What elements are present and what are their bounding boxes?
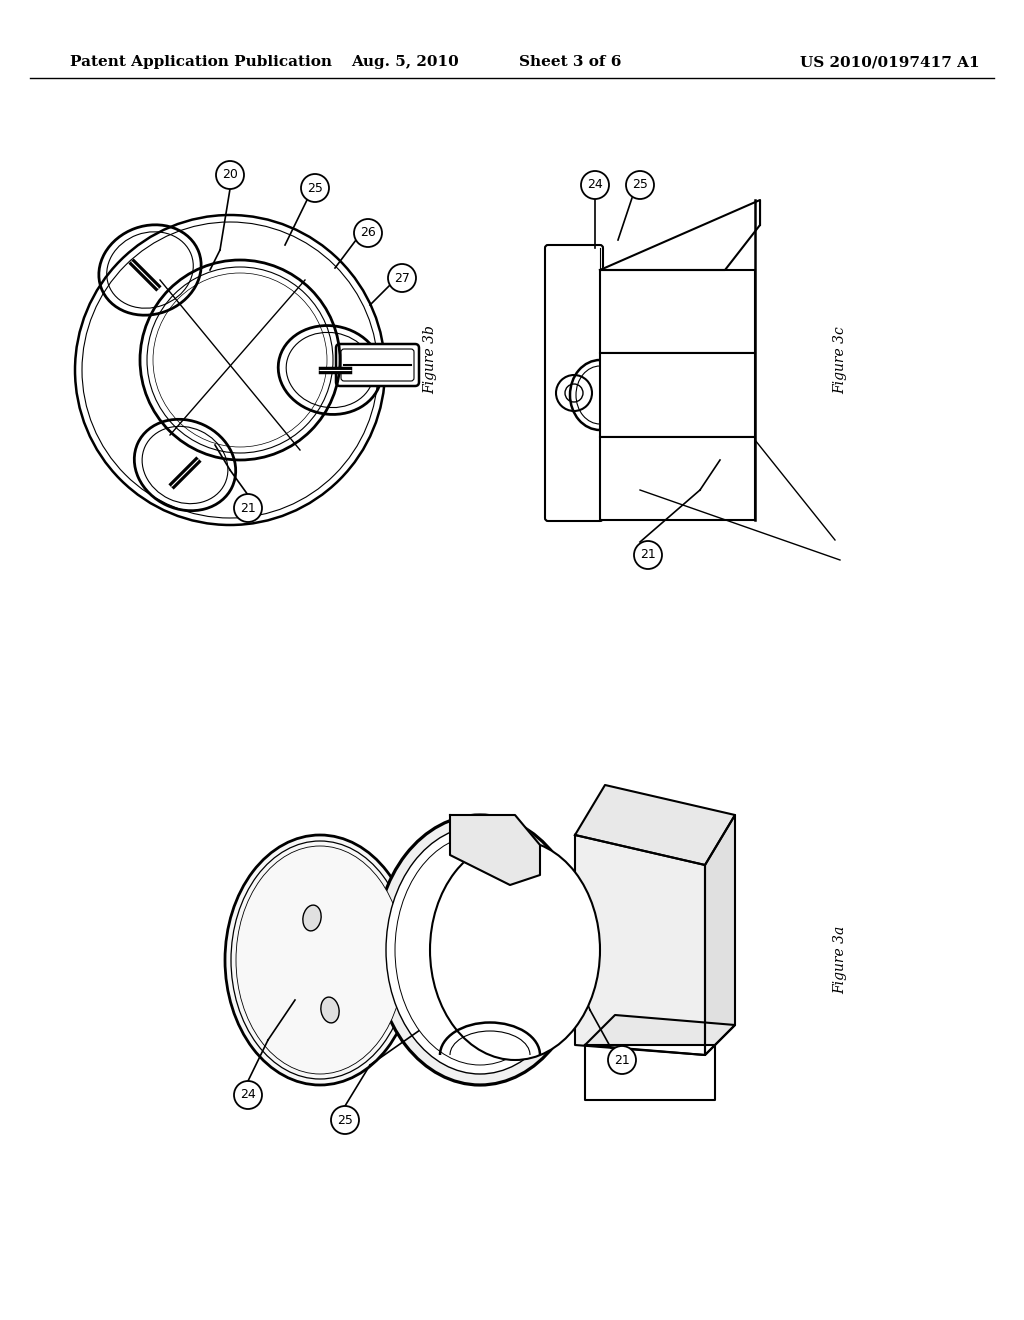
Polygon shape: [585, 1045, 715, 1100]
Text: Aug. 5, 2010: Aug. 5, 2010: [351, 55, 459, 69]
Bar: [600, 354, 755, 437]
Polygon shape: [600, 201, 760, 271]
Ellipse shape: [321, 997, 339, 1023]
Text: Figure 3b: Figure 3b: [423, 326, 437, 395]
Ellipse shape: [225, 836, 415, 1085]
Circle shape: [234, 1081, 262, 1109]
FancyBboxPatch shape: [545, 246, 603, 521]
Ellipse shape: [236, 846, 404, 1074]
Ellipse shape: [375, 814, 585, 1085]
Ellipse shape: [395, 836, 565, 1065]
Text: 26: 26: [360, 227, 376, 239]
Polygon shape: [450, 814, 540, 884]
Circle shape: [608, 1045, 636, 1074]
Text: 24: 24: [587, 178, 603, 191]
Text: Sheet 3 of 6: Sheet 3 of 6: [519, 55, 622, 69]
Text: 20: 20: [222, 169, 238, 181]
Circle shape: [634, 541, 662, 569]
Circle shape: [581, 172, 609, 199]
Ellipse shape: [386, 826, 574, 1074]
Circle shape: [301, 174, 329, 202]
Text: Figure 3a: Figure 3a: [833, 925, 847, 994]
Circle shape: [331, 1106, 359, 1134]
Ellipse shape: [303, 906, 322, 931]
Text: Patent Application Publication: Patent Application Publication: [70, 55, 332, 69]
Polygon shape: [705, 814, 735, 1055]
Text: 27: 27: [394, 272, 410, 285]
Text: 25: 25: [632, 178, 648, 191]
Text: 24: 24: [240, 1089, 256, 1101]
Circle shape: [388, 264, 416, 292]
Ellipse shape: [430, 840, 600, 1060]
Text: 25: 25: [337, 1114, 353, 1126]
Circle shape: [556, 375, 592, 411]
FancyBboxPatch shape: [336, 345, 419, 385]
Text: 21: 21: [240, 502, 256, 515]
Circle shape: [626, 172, 654, 199]
Circle shape: [234, 494, 262, 521]
Circle shape: [216, 161, 244, 189]
Polygon shape: [575, 785, 735, 865]
Circle shape: [354, 219, 382, 247]
Polygon shape: [575, 836, 705, 1055]
Polygon shape: [585, 1015, 735, 1055]
Bar: [600, 437, 755, 520]
Text: Figure 3c: Figure 3c: [833, 326, 847, 393]
Text: 21: 21: [640, 549, 656, 561]
Text: US 2010/0197417 A1: US 2010/0197417 A1: [800, 55, 980, 69]
Bar: [600, 271, 755, 354]
Text: 21: 21: [614, 1053, 630, 1067]
Text: 25: 25: [307, 181, 323, 194]
Ellipse shape: [231, 841, 409, 1078]
